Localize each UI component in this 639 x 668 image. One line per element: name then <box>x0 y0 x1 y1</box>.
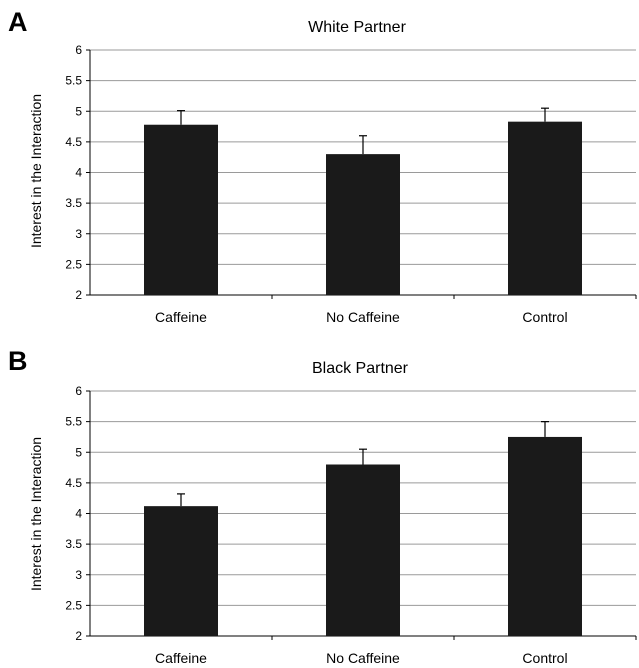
y-tick-label-b: 2 <box>75 629 82 643</box>
y-axis-label-a: Interest in the Interaction <box>28 94 44 248</box>
panel-b: B Black Partner Interest in the Interact… <box>8 346 637 666</box>
y-tick-label-b: 4 <box>75 507 82 521</box>
x-category-label-b: Caffeine <box>155 650 207 666</box>
y-tick-label-b: 6 <box>75 384 82 398</box>
y-axis-label-b: Interest in the Interaction <box>28 437 44 591</box>
y-tick-label-b: 3.5 <box>65 537 82 551</box>
bar-a-control <box>508 121 582 295</box>
x-category-label-a: No Caffeine <box>326 309 400 325</box>
chart-title-b: Black Partner <box>312 360 409 377</box>
chart-title-a: White Partner <box>308 19 406 36</box>
x-category-label-a: Caffeine <box>155 309 207 325</box>
x-category-label-b: Control <box>522 650 567 666</box>
panel-a: A White Partner Interest in the Interact… <box>8 7 637 325</box>
y-tick-label-a: 4.5 <box>65 135 82 149</box>
y-tick-label-a: 3 <box>75 227 82 241</box>
panel-letter-a: A <box>8 7 28 37</box>
y-tick-label-a: 4 <box>75 166 82 180</box>
bar-b-no-caffeine <box>326 464 400 636</box>
x-category-label-a: Control <box>522 309 567 325</box>
y-tick-label-b: 5.5 <box>65 415 82 429</box>
bar-a-caffeine <box>144 124 218 295</box>
y-tick-label-a: 5 <box>75 104 82 118</box>
y-tick-label-a: 2.5 <box>65 257 82 271</box>
plot-area-a: 2 2.5 3 3.5 4 4.5 5 5.5 6 Caffeine No Caffeine Cont… <box>65 43 637 325</box>
y-tick-label-b: 5 <box>75 445 82 459</box>
bar-b-control <box>508 436 582 636</box>
bar-a-no-caffeine <box>326 154 400 295</box>
plot-area-b: 2 2.5 3 3.5 4 4.5 5 5.5 6 Caffeine No Caffeine Cont… <box>65 384 637 666</box>
bar-b-caffeine <box>144 506 218 636</box>
y-tick-label-a: 3.5 <box>65 196 82 210</box>
y-tick-label-b: 2.5 <box>65 598 82 612</box>
x-category-label-b: No Caffeine <box>326 650 400 666</box>
y-tick-label-a: 6 <box>75 43 82 57</box>
y-tick-label-b: 4.5 <box>65 476 82 490</box>
y-tick-label-b: 3 <box>75 568 82 582</box>
y-tick-label-a: 5.5 <box>65 74 82 88</box>
y-tick-label-a: 2 <box>75 288 82 302</box>
panel-letter-b: B <box>8 346 28 376</box>
